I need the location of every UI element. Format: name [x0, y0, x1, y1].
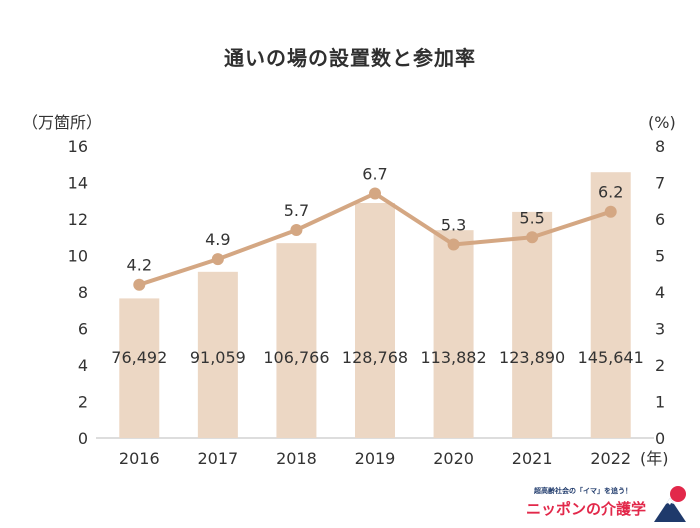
line-value-label: 4.9: [205, 230, 230, 249]
line-point: [133, 278, 146, 291]
bar: [355, 202, 395, 438]
right-tick-label: 7: [655, 174, 665, 193]
line-point: [604, 205, 617, 218]
bar-value-label: 145,641: [578, 348, 644, 367]
logo-tagline: 超高齢社会の「イマ」を追う！: [534, 487, 632, 495]
right-tick-label: 6: [655, 210, 665, 229]
bar: [276, 243, 317, 438]
right-tick-label: 4: [655, 283, 665, 302]
right-tick-label: 1: [655, 393, 665, 412]
line-value-label: 5.5: [519, 208, 544, 227]
bar-value-label: 113,882: [420, 348, 486, 367]
left-axis-label: （万箇所）: [22, 113, 102, 132]
mountain-sun-icon: [654, 486, 686, 522]
left-tick-label: 8: [78, 283, 88, 302]
line-value-label: 4.2: [127, 256, 152, 275]
x-tick-label: 2021: [512, 449, 553, 468]
bar: [197, 271, 238, 438]
x-tick-label: 2020: [433, 449, 474, 468]
right-tick-label: 5: [655, 247, 665, 266]
line-point: [211, 253, 224, 266]
left-tick-label: 6: [78, 320, 88, 339]
bar: [119, 298, 160, 438]
x-tick-label: 2018: [276, 449, 317, 468]
bar: [433, 230, 474, 438]
bar-value-label: 91,059: [190, 348, 246, 367]
line-value-label: 6.7: [362, 164, 387, 183]
bar-value-label: 76,492: [111, 348, 167, 367]
left-tick-label: 12: [68, 210, 88, 229]
x-tick-label: 2017: [197, 449, 238, 468]
bar-value-label: 123,890: [499, 348, 565, 367]
line-series: [133, 187, 617, 291]
right-tick-label: 8: [655, 137, 665, 156]
line-value-label: 6.2: [598, 183, 623, 202]
right-axis-label: (%): [648, 113, 676, 132]
line-point: [369, 187, 381, 200]
left-tick-label: 16: [68, 137, 88, 156]
chart-title: 通いの場の設置数と参加率: [224, 46, 476, 70]
bar-value-label: 106,766: [263, 348, 329, 367]
data-labels: 76,492 91,059 106,766 128,768 113,882 123,890…: [111, 164, 644, 367]
left-tick-label: 14: [68, 174, 88, 193]
bar-value-label: 128,768: [342, 348, 408, 367]
bar: [512, 211, 553, 438]
x-axis-unit: (年): [640, 449, 669, 468]
x-tick-label: 2016: [119, 449, 160, 468]
line-value-label: 5.3: [441, 216, 466, 235]
right-tick-label: 2: [655, 356, 665, 375]
right-tick-label: 0: [655, 429, 665, 448]
left-tick-label: 10: [68, 247, 88, 266]
line-point: [526, 231, 539, 244]
x-tick-label: 2019: [355, 449, 396, 468]
line-value-label: 5.7: [284, 201, 309, 220]
right-tick-label: 3: [655, 320, 665, 339]
brand-logo: 超高齢社会の「イマ」を追う！ ニッポンの介護学: [520, 484, 692, 524]
left-tick-label: 0: [78, 429, 88, 448]
bar-series: [119, 172, 631, 438]
line-point: [290, 223, 303, 236]
x-tick-label: 2022: [590, 449, 631, 468]
logo-name: ニッポンの介護学: [526, 500, 647, 518]
left-tick-label: 2: [78, 393, 88, 412]
line-point: [447, 238, 460, 251]
left-tick-label: 4: [78, 356, 88, 375]
